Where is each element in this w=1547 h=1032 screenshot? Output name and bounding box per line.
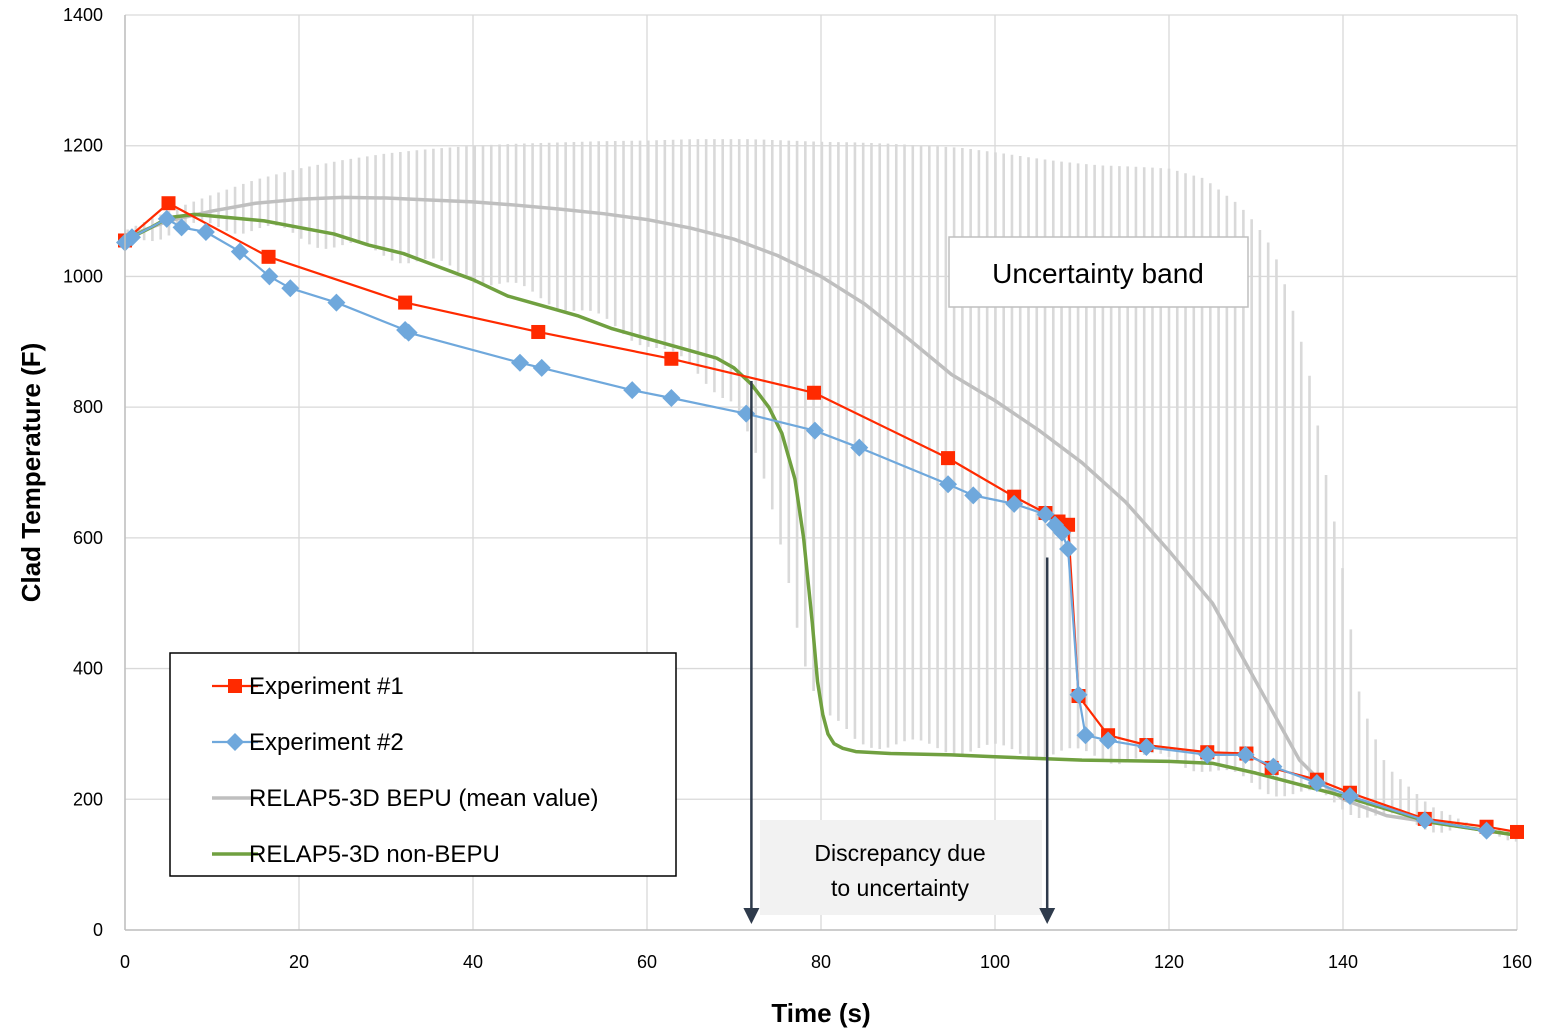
arrow-head bbox=[743, 908, 760, 924]
square-marker bbox=[161, 196, 176, 211]
square-marker bbox=[531, 324, 546, 339]
series-line bbox=[124, 212, 1518, 837]
diamond-marker bbox=[1415, 811, 1434, 830]
diamond-marker bbox=[805, 421, 824, 440]
diamond-marker bbox=[939, 475, 958, 494]
legend-item: Experiment #1 bbox=[212, 673, 404, 700]
diamond-marker bbox=[281, 279, 300, 298]
axes bbox=[124, 15, 1517, 931]
y-tick-label: 1400 bbox=[63, 5, 103, 25]
y-tick-labels: 0 200 400 600 800 1000 1200 1400 bbox=[63, 5, 103, 940]
y-tick-label: 600 bbox=[73, 528, 103, 548]
diamond-marker bbox=[1036, 505, 1055, 524]
diamond-marker bbox=[964, 486, 983, 505]
x-tick-label: 100 bbox=[980, 952, 1010, 972]
series-lines bbox=[116, 195, 1524, 840]
uncertainty-band-annotation: Uncertainty band bbox=[948, 236, 1249, 308]
x-tick-label: 60 bbox=[637, 952, 657, 972]
diamond-marker bbox=[1264, 757, 1283, 776]
x-axis-title: Time (s) bbox=[771, 998, 870, 1028]
legend-label: RELAP5-3D non-BEPU bbox=[249, 841, 500, 868]
y-tick-label: 0 bbox=[93, 920, 103, 940]
diamond-marker bbox=[1052, 523, 1071, 542]
x-tick-label: 80 bbox=[811, 952, 831, 972]
series-4 bbox=[124, 212, 1518, 837]
square-marker bbox=[398, 295, 413, 310]
x-tick-labels: 0 20 40 60 80 100 120 140 160 bbox=[120, 952, 1532, 972]
discrepancy-arrows bbox=[743, 381, 1056, 924]
diamond-marker bbox=[850, 438, 869, 457]
square-marker bbox=[664, 351, 679, 366]
series-3 bbox=[124, 195, 1518, 837]
legend-item: RELAP5-3D non-BEPU bbox=[212, 841, 500, 868]
diamond-marker bbox=[172, 218, 191, 237]
diamond-marker bbox=[327, 293, 346, 312]
diamond-marker bbox=[1005, 494, 1024, 513]
legend-label: RELAP5-3D BEPU (mean value) bbox=[249, 785, 598, 812]
legend: Experiment #1 Experiment #2 RELAP5-3D BEPU… bbox=[169, 652, 677, 877]
discrepancy-annotation: Discrepancy due to uncertainty bbox=[760, 820, 1042, 915]
diamond-marker bbox=[1307, 773, 1326, 792]
y-tick-label: 400 bbox=[73, 659, 103, 679]
x-tick-label: 160 bbox=[1502, 952, 1532, 972]
diamond-marker bbox=[226, 733, 244, 751]
legend-item: Experiment #2 bbox=[212, 729, 404, 756]
diamond-marker bbox=[1198, 745, 1217, 764]
square-marker bbox=[807, 385, 822, 400]
diamond-marker bbox=[260, 267, 279, 286]
square-marker bbox=[1510, 824, 1524, 839]
diamond-marker bbox=[1069, 685, 1088, 704]
diamond-marker bbox=[1236, 745, 1255, 764]
discrepancy-label-line-1: Discrepancy due bbox=[814, 840, 985, 866]
diamond-marker bbox=[1477, 821, 1496, 840]
diamond-marker bbox=[230, 242, 249, 261]
discrepancy-label-line-2: to uncertainty bbox=[831, 875, 970, 901]
diamond-marker bbox=[1340, 787, 1359, 806]
legend-label: Experiment #2 bbox=[249, 729, 404, 756]
diamond-marker bbox=[1059, 539, 1078, 558]
y-tick-label: 1200 bbox=[63, 136, 103, 156]
legend-label: Experiment #1 bbox=[249, 673, 404, 700]
square-marker bbox=[228, 679, 242, 693]
diamond-marker bbox=[399, 323, 418, 342]
x-tick-label: 40 bbox=[463, 952, 483, 972]
diamond-marker bbox=[1137, 738, 1156, 756]
uncertainty-band-label: Uncertainty band bbox=[992, 258, 1204, 289]
legend-item: RELAP5-3D BEPU (mean value) bbox=[212, 785, 598, 812]
y-tick-label: 200 bbox=[73, 789, 103, 809]
diamond-marker bbox=[662, 388, 681, 407]
x-tick-label: 20 bbox=[289, 952, 309, 972]
series-2 bbox=[116, 209, 1496, 840]
diamond-marker bbox=[122, 228, 141, 247]
diamond-marker bbox=[1076, 726, 1095, 745]
y-tick-label: 800 bbox=[73, 397, 103, 417]
x-tick-label: 140 bbox=[1328, 952, 1358, 972]
diamond-marker bbox=[623, 381, 642, 400]
series-line bbox=[124, 195, 1518, 837]
diamond-marker bbox=[532, 358, 551, 377]
diamond-marker bbox=[1099, 731, 1118, 750]
y-axis-title: Clad Temperature (F) bbox=[16, 343, 46, 603]
x-tick-label: 0 bbox=[120, 952, 130, 972]
diamond-marker bbox=[510, 353, 529, 372]
diamond-marker bbox=[157, 209, 176, 228]
y-tick-label: 1000 bbox=[63, 266, 103, 286]
diamond-marker bbox=[196, 222, 215, 241]
square-marker bbox=[941, 451, 956, 466]
x-tick-label: 120 bbox=[1154, 952, 1184, 972]
square-marker bbox=[261, 249, 276, 264]
arrow-head bbox=[1039, 908, 1056, 924]
